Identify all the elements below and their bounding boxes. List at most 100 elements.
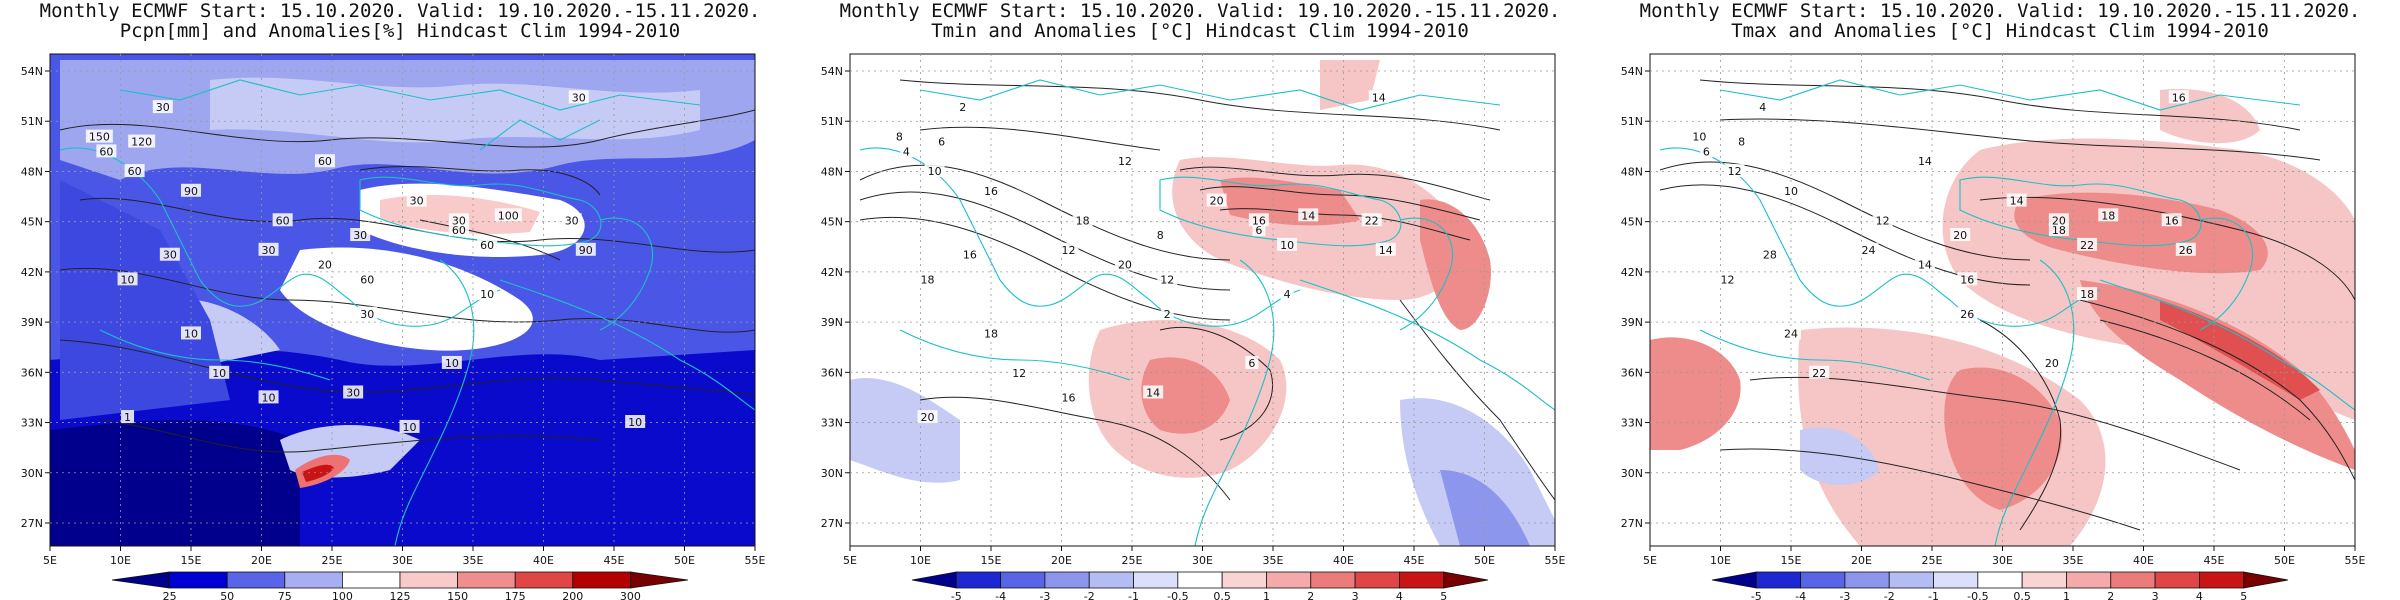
contour-label-bg	[956, 100, 970, 114]
contour-label-bg	[924, 164, 945, 178]
contour-label-bg	[117, 272, 138, 286]
contour-label: 12	[1728, 165, 1742, 178]
lon-tick-label: 30E	[392, 554, 413, 567]
panel-title-line1: Monthly ECMWF Start: 15.10.2020. Valid: …	[1639, 0, 2361, 22]
lat-tick-label: 42N	[821, 266, 843, 279]
contour-label: 14	[1379, 244, 1393, 257]
colorbar-label: -3	[1039, 590, 1050, 600]
lon-tick-label: 10E	[110, 554, 131, 567]
contour-line	[1979, 319, 2062, 531]
contour-line	[1159, 326, 1274, 441]
coastline	[1699, 329, 1931, 381]
contour-label-bg	[1245, 355, 1259, 369]
contour-label: 12	[1118, 155, 1132, 168]
colorbar-swatch	[1844, 571, 1890, 589]
lon-tick-label: 55E	[1545, 554, 1566, 567]
contour-label: 14	[1301, 209, 1315, 222]
lon-tick-label: 50E	[674, 554, 695, 567]
contour-label-bg	[1872, 213, 1893, 227]
contour-label: 12	[1160, 273, 1174, 286]
colorbar-swatch	[1443, 571, 1489, 589]
colorbar-swatch	[630, 571, 689, 589]
colorbar-swatch	[399, 571, 458, 589]
contour-label-bg	[899, 144, 913, 158]
anomaly-shading	[2014, 192, 2268, 274]
contour-label-bg	[1277, 237, 1298, 251]
colorbar-swatch	[169, 571, 228, 589]
contour-label: 18	[921, 273, 935, 286]
anomaly-shading	[50, 420, 300, 546]
colorbar-label: 50	[220, 590, 234, 600]
contour-label: 1	[124, 411, 131, 424]
lat-tick-label: 51N	[821, 115, 843, 128]
contour-label-bg	[917, 410, 938, 424]
contour-label: 12	[1721, 273, 1735, 286]
contour-label: 60	[128, 165, 142, 178]
contour-label: 90	[184, 185, 198, 198]
colorbar-label: -1	[1928, 590, 1939, 600]
contour-label-bg	[917, 272, 938, 286]
contour-label: 10	[262, 391, 276, 404]
colorbar-swatch	[2110, 571, 2156, 589]
contour-label: 30	[156, 101, 170, 114]
lon-tick-label: 55E	[2345, 554, 2366, 567]
contour-line	[59, 267, 755, 333]
contour-label: 6	[938, 136, 945, 149]
anomaly-shading	[2160, 300, 2320, 400]
contour-label-bg	[1699, 144, 1713, 158]
contour-label: 14	[1146, 386, 1160, 399]
lat-tick-label: 48N	[21, 165, 43, 178]
lat-tick-label: 30N	[821, 467, 843, 480]
contour-label-bg	[1143, 385, 1164, 399]
contour-label-bg	[959, 247, 980, 261]
contour-label: 8	[1738, 136, 1745, 149]
panel-title-line2: Tmin and Anomalies [°C] Hindcast Clim 19…	[931, 20, 1469, 42]
contour-label: 150	[89, 131, 110, 144]
contour-label: 60	[276, 214, 290, 227]
colorbar: -5 -4 -3 -2 -1 -0.5 0.5 1 2 3 4 5	[911, 571, 1489, 600]
contour-label-bg	[1368, 90, 1389, 104]
colorbar-swatch	[284, 571, 343, 589]
colorbar-swatch	[1221, 571, 1267, 589]
contour-line	[419, 219, 561, 261]
colorbar: 25 50 75 100 125 150 175 200 300	[111, 571, 689, 600]
contour-label-bg	[1950, 228, 1971, 242]
colorbar-swatch	[1177, 571, 1223, 589]
contour-label: 6	[1703, 145, 1710, 158]
lat-tick-label: 36N	[821, 366, 843, 379]
contour-label-bg	[314, 257, 335, 271]
contour-line	[1659, 161, 2031, 261]
contour-label: 30	[262, 244, 276, 257]
contour-label: 30	[410, 195, 424, 208]
lon-tick-label: 15E	[1781, 554, 1802, 567]
lon-tick-label: 40E	[2133, 554, 2154, 567]
contour-label-bg	[2048, 223, 2069, 237]
lat-tick-label: 27N	[1621, 517, 1643, 530]
lat-tick-label: 39N	[821, 316, 843, 329]
contour-label-bg	[2048, 213, 2069, 227]
contour-label-bg	[357, 306, 378, 320]
contour-label-bg	[399, 419, 420, 433]
lon-tick-label: 5E	[1643, 554, 1657, 567]
contour-label: 30	[572, 91, 586, 104]
lon-tick-label: 45E	[604, 554, 625, 567]
lat-tick-label: 33N	[1621, 417, 1643, 430]
contour-label-bg	[448, 213, 469, 227]
coastline	[599, 217, 654, 331]
lat-tick-label: 36N	[21, 366, 43, 379]
lat-tick-label: 42N	[1621, 266, 1643, 279]
colorbar-swatch	[911, 571, 957, 589]
contour-label: 100	[498, 209, 519, 222]
coastline	[479, 119, 601, 151]
contour-label: 18	[2080, 288, 2094, 301]
contour-label: 26	[2179, 244, 2193, 257]
graticule	[1650, 54, 2355, 546]
contour-label: 10	[184, 327, 198, 340]
coastline	[919, 79, 1501, 111]
contour-label-bg	[343, 385, 364, 399]
precipitation-map: 5E 10E 15E 20E 25E 30E 35E 40E 45E 50E 55E 54N 51N 48…	[21, 53, 766, 600]
lat-tick-label: 42N	[21, 266, 43, 279]
contour-label-bg	[892, 129, 906, 143]
contour-label: 2	[959, 101, 966, 114]
